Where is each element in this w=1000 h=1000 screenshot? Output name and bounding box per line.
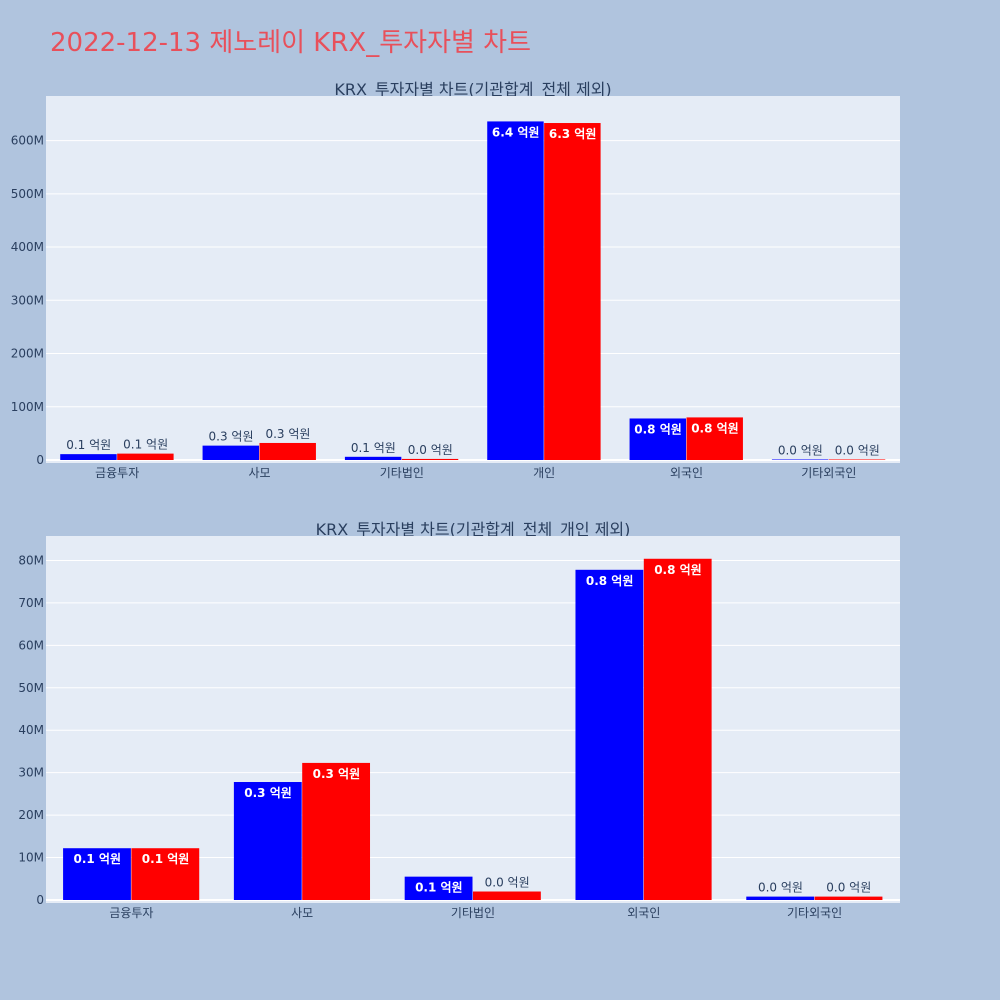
y-tick-label: 100M <box>11 400 44 414</box>
bar <box>344 456 402 460</box>
bar-data-label: 0.0 억원 <box>826 881 871 895</box>
bar-data-label: 0.3 억원 <box>313 767 361 781</box>
x-tick-label: 기타외국인 <box>787 906 842 920</box>
bar-data-label: 0.1 억원 <box>73 852 121 866</box>
x-tick-label: 외국인 <box>670 466 703 480</box>
bar-data-label: 0.1 억원 <box>142 852 190 866</box>
bar <box>202 445 259 460</box>
y-tick-label: 80M <box>18 553 44 567</box>
chart-title: KRX_투자자별 차트(기관합계_전체 제외) <box>334 80 611 100</box>
bottom-bar-chart: KRX_투자자별 차트(기관합계_전체_개인 제외) 0 10M 20M 30M 40M 5… <box>18 520 900 920</box>
plot-area <box>46 96 900 463</box>
y-tick-label: 40M <box>18 723 44 737</box>
y-tick-label: 10M <box>18 851 44 865</box>
bar <box>746 896 815 900</box>
bar-data-label: 0.1 억원 <box>66 438 111 452</box>
bar-data-label: 0.8 억원 <box>691 421 739 435</box>
y-tick-label: 600M <box>11 134 44 148</box>
bar <box>131 848 200 900</box>
bar-data-label: 0.1 억원 <box>351 441 396 455</box>
bar <box>401 458 459 460</box>
x-tick-label: 금융투자 <box>95 466 139 480</box>
bar <box>575 569 644 900</box>
bar-data-label: 0.8 억원 <box>634 422 682 436</box>
bar-data-label: 0.0 억원 <box>485 876 530 890</box>
bar-data-label: 0.1 억원 <box>415 881 463 895</box>
bar <box>814 896 883 900</box>
bar-data-label: 6.4 억원 <box>492 125 540 139</box>
y-tick-label: 20M <box>18 808 44 822</box>
y-tick-label: 300M <box>11 293 44 307</box>
bar <box>117 453 174 460</box>
bar <box>828 459 886 460</box>
x-tick-label: 외국인 <box>627 906 660 920</box>
x-tick-label: 사모 <box>291 906 313 920</box>
bar-data-label: 6.3 억원 <box>549 127 597 141</box>
bar <box>487 121 544 461</box>
bar <box>629 418 686 460</box>
y-tick-label: 0 <box>36 893 44 907</box>
bar <box>302 762 371 900</box>
x-tick-label: 금융투자 <box>109 906 153 920</box>
y-tick-label: 30M <box>18 766 44 780</box>
x-tick-label: 사모 <box>248 466 270 480</box>
bar <box>544 123 601 461</box>
x-tick-label: 기타법인 <box>451 906 495 920</box>
y-tick-label: 0 <box>36 453 44 467</box>
bar-data-label: 0.0 억원 <box>835 443 880 457</box>
y-tick-label: 60M <box>18 638 44 652</box>
bar <box>473 891 541 900</box>
bar <box>643 558 712 900</box>
bar <box>259 442 316 460</box>
x-tick-label: 기타외국인 <box>801 466 856 480</box>
bar-data-label: 0.3 억원 <box>244 786 292 800</box>
bar <box>60 454 117 460</box>
bar-data-label: 0.3 억원 <box>265 427 310 441</box>
bar-data-label: 0.8 억원 <box>586 574 634 588</box>
bar-data-label: 0.0 억원 <box>758 881 803 895</box>
top-bar-chart: KRX_투자자별 차트(기관합계_전체 제외) 0 100M 200M 300M 400M… <box>11 80 900 480</box>
bar-data-label: 0.3 억원 <box>209 430 254 444</box>
bar-data-label: 0.8 억원 <box>654 563 702 577</box>
page-title: 2022-12-13 제노레이 KRX_투자자별 차트 <box>50 28 532 58</box>
bar <box>63 848 131 900</box>
chart-title: KRX_투자자별 차트(기관합계_전체_개인 제외) <box>316 520 631 540</box>
y-tick-label: 500M <box>11 187 44 201</box>
bar-data-label: 0.0 억원 <box>778 443 823 457</box>
plot-area <box>46 536 900 903</box>
y-tick-label: 400M <box>11 240 44 254</box>
x-tick-label: 개인 <box>533 466 555 480</box>
bar <box>771 459 829 460</box>
bar <box>233 782 302 900</box>
bar-data-label: 0.0 억원 <box>408 443 453 457</box>
y-tick-label: 50M <box>18 681 44 695</box>
y-tick-label: 70M <box>18 596 44 610</box>
bar <box>686 417 743 460</box>
bar <box>404 876 473 900</box>
y-tick-label: 200M <box>11 347 44 361</box>
bar-data-label: 0.1 억원 <box>123 438 168 452</box>
x-tick-label: 기타법인 <box>380 466 424 480</box>
